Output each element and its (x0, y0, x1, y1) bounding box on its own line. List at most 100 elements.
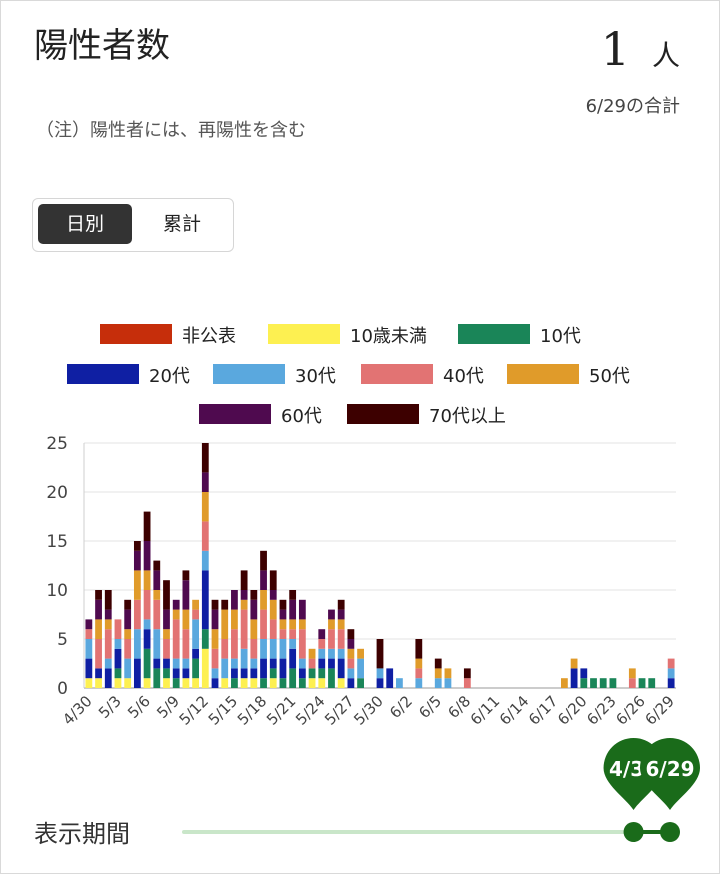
legend-swatch (268, 324, 340, 344)
bar-segment (250, 590, 258, 600)
bar-segment (143, 648, 151, 679)
bar-segment (357, 658, 364, 679)
bar-segment (143, 629, 151, 649)
bar-segment (124, 629, 132, 639)
bar-segment (231, 609, 238, 630)
y-tick-label: 0 (57, 679, 68, 699)
daily-button[interactable]: 日別 (38, 204, 132, 244)
bar-segment (163, 639, 170, 659)
x-tick-label: 5/21 (263, 692, 300, 729)
bar-segment (328, 619, 335, 630)
x-tick-label: 5/12 (176, 692, 213, 729)
bar-segment (289, 599, 297, 620)
bar-segment (172, 678, 180, 688)
x-tick-label: 5/6 (124, 692, 154, 722)
bar-segment (337, 629, 345, 649)
bar-segment (85, 619, 93, 630)
y-tick-label: 5 (57, 630, 68, 650)
bar-segment (163, 668, 170, 679)
bar-segment (143, 590, 151, 620)
bar-segment (133, 658, 141, 688)
bar-segment (153, 590, 161, 600)
bar-segment (298, 619, 306, 630)
bar-segment (260, 570, 267, 590)
legend-label: 70代以上 (429, 406, 506, 427)
bar-segment (240, 590, 248, 600)
x-tick-label: 6/26 (612, 692, 649, 729)
bar-segment (85, 629, 93, 639)
bar-segment (250, 678, 258, 688)
bar-segment (289, 639, 297, 649)
bar-segment (221, 658, 229, 679)
bar-segment (143, 678, 151, 688)
bar-segment (386, 668, 394, 688)
bar-segment (337, 648, 345, 659)
bar-segment (298, 599, 306, 620)
bar-segment (163, 629, 170, 639)
bar-segment (337, 599, 345, 610)
legend-swatch (67, 364, 139, 384)
slider-end-handle[interactable] (660, 822, 680, 842)
bar-segment (221, 639, 229, 659)
bar-segment (434, 678, 442, 688)
bar-segment (85, 678, 93, 688)
bar-segment (269, 658, 277, 669)
bar-segment (85, 639, 93, 659)
x-tick-label: 6/29 (641, 692, 678, 729)
x-tick-label: 6/11 (467, 692, 504, 729)
bar-segment (337, 678, 345, 688)
bar-segment (269, 599, 277, 620)
bar-segment (95, 619, 102, 639)
legend-label: 10代 (540, 326, 581, 347)
bar-segment (318, 639, 326, 649)
bar-segment (95, 639, 102, 669)
bar-segment (279, 658, 287, 679)
bar-segment (269, 590, 277, 600)
bar-segment (347, 629, 355, 639)
bar-segment (182, 678, 190, 688)
bar-segment (201, 550, 209, 571)
bar-segment (114, 639, 122, 649)
bar-segment (104, 629, 112, 659)
cumulative-button[interactable]: 累計 (162, 213, 201, 235)
bar-segment (260, 639, 267, 659)
bar-segment (570, 668, 578, 688)
y-tick-label: 20 (46, 483, 68, 503)
y-tick-label: 15 (46, 532, 68, 552)
bar-segment (269, 678, 277, 688)
bar-segment (298, 668, 306, 679)
bar-segment (415, 678, 423, 688)
bar-segment (104, 590, 112, 610)
bar-segment (182, 629, 190, 659)
bar-segment (308, 668, 316, 679)
bar-segment (347, 678, 355, 688)
period-label: 表示期間 (34, 820, 130, 848)
bar-segment (260, 590, 267, 610)
bar-segment (124, 599, 132, 610)
bar-segment (201, 472, 209, 492)
bar-segment (328, 648, 335, 659)
card-title: 陽性者数 (34, 26, 170, 66)
bar-segment (318, 678, 326, 688)
bar-segment (95, 668, 102, 679)
bar-segment (628, 678, 636, 688)
slider-start-handle[interactable] (623, 822, 644, 842)
bar-segment (269, 619, 277, 639)
bar-segment (250, 599, 258, 620)
bar-segment (104, 619, 112, 630)
bar-segment (599, 678, 607, 688)
bar-segment (95, 590, 102, 600)
bar-segment (85, 658, 93, 679)
bar-segment (133, 541, 141, 551)
total-unit: 人 (651, 39, 680, 72)
bar-segment (133, 599, 141, 630)
bar-segment (153, 629, 161, 659)
bar-segment (260, 550, 267, 571)
bar-segment (182, 580, 190, 610)
bar-segment (104, 658, 112, 669)
bar-segment (590, 678, 597, 688)
bar-segment (328, 658, 335, 669)
bar-segment (201, 443, 209, 473)
bar-segment (328, 629, 335, 649)
